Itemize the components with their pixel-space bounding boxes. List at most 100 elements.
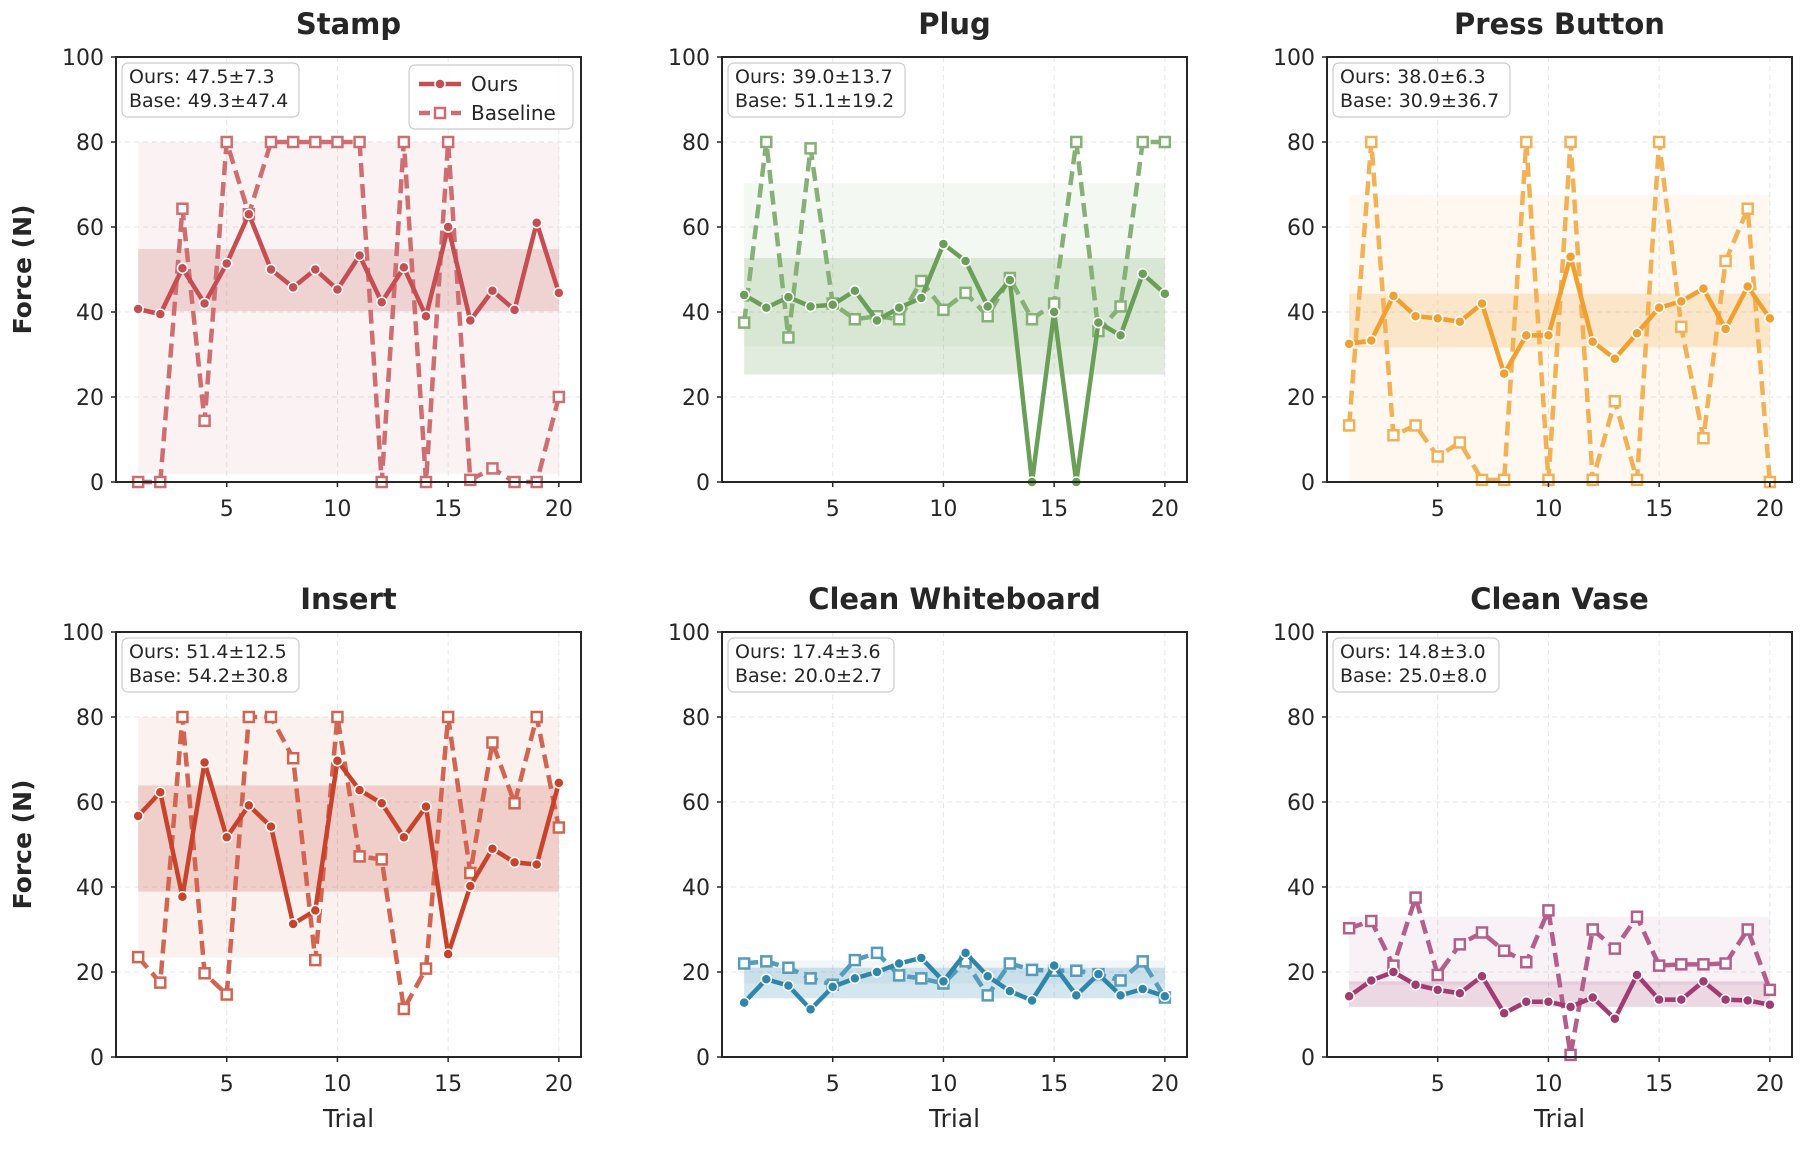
baseline-point bbox=[552, 821, 566, 834]
ours-point bbox=[1586, 336, 1599, 348]
baseline-point bbox=[1697, 958, 1710, 971]
baseline-point bbox=[1342, 419, 1356, 432]
ours-point bbox=[553, 287, 565, 299]
panel-title: Stamp bbox=[296, 7, 401, 41]
ours-point bbox=[220, 831, 233, 844]
stats-text: Base: 54.2±30.8 bbox=[129, 665, 288, 687]
ours-point bbox=[1431, 312, 1444, 325]
ours-point bbox=[1609, 353, 1621, 365]
y-tick-label: 60 bbox=[1287, 216, 1315, 241]
stats-text: Ours: 17.4±3.6 bbox=[735, 641, 881, 663]
ours-point bbox=[198, 297, 211, 310]
ours-point bbox=[243, 208, 255, 220]
baseline-point bbox=[1453, 938, 1467, 951]
ours-point bbox=[464, 880, 477, 892]
ours-point bbox=[309, 904, 322, 917]
baseline-point bbox=[760, 135, 773, 149]
baseline-point bbox=[937, 303, 950, 317]
ours-point bbox=[265, 263, 277, 276]
ours-point bbox=[937, 238, 950, 250]
baseline-point bbox=[1741, 923, 1754, 936]
ours-point bbox=[871, 966, 883, 978]
baseline-series-line bbox=[1346, 139, 1773, 483]
baseline-point bbox=[486, 462, 499, 475]
y-tick-label: 0 bbox=[90, 1046, 104, 1071]
ours-std-band bbox=[138, 785, 559, 892]
y-tick-label: 0 bbox=[696, 471, 710, 496]
baseline-point bbox=[220, 988, 233, 1001]
stats-text: Base: 20.0±2.7 bbox=[735, 665, 882, 687]
legend-label: Ours bbox=[471, 72, 518, 96]
baseline-point bbox=[552, 390, 566, 404]
ours-point bbox=[287, 281, 299, 294]
y-tick-label: 20 bbox=[1287, 386, 1315, 411]
y-tick-label: 40 bbox=[1287, 301, 1315, 326]
baseline-point bbox=[1114, 300, 1127, 313]
baseline-point bbox=[1342, 921, 1356, 935]
baseline-point bbox=[1003, 957, 1017, 970]
panel-title: Clean Vase bbox=[1470, 582, 1649, 616]
ours-point bbox=[486, 843, 499, 855]
y-tick-label: 0 bbox=[696, 1046, 710, 1071]
baseline-point bbox=[1475, 926, 1489, 939]
baseline-point bbox=[1025, 312, 1039, 326]
ours-point bbox=[265, 820, 277, 833]
x-tick-label: 5 bbox=[1431, 497, 1445, 522]
baseline-point bbox=[870, 946, 884, 960]
ours-point bbox=[154, 786, 167, 798]
ours-point bbox=[508, 856, 521, 869]
ours-point bbox=[738, 996, 750, 1009]
ours-point bbox=[1564, 1001, 1577, 1013]
ours-point bbox=[1092, 316, 1105, 329]
ours-std-band bbox=[744, 258, 1165, 375]
ours-point bbox=[937, 975, 950, 988]
baseline-point bbox=[1497, 944, 1511, 957]
x-tick-label: 20 bbox=[1151, 1072, 1179, 1097]
axes-frame bbox=[1326, 56, 1793, 483]
ours-point bbox=[1719, 323, 1732, 335]
stats-text: Base: 51.1±19.2 bbox=[735, 90, 894, 112]
baseline-point bbox=[286, 751, 300, 765]
ours-point bbox=[553, 777, 565, 789]
ours-point bbox=[1498, 367, 1510, 380]
ours-point bbox=[1159, 287, 1171, 300]
ours-point bbox=[1004, 274, 1016, 286]
baseline-point bbox=[1453, 436, 1467, 449]
y-tick-label: 0 bbox=[1301, 1046, 1315, 1071]
ours-point bbox=[1586, 991, 1599, 1004]
baseline-point bbox=[264, 710, 278, 724]
ours-point bbox=[1343, 338, 1355, 350]
baseline-point bbox=[981, 310, 994, 323]
baseline-point bbox=[1586, 923, 1599, 936]
ours-point bbox=[893, 957, 905, 970]
ours-point bbox=[1114, 329, 1127, 342]
ours-point bbox=[1653, 993, 1665, 1006]
axes-frame bbox=[721, 631, 1188, 1058]
baseline-point bbox=[892, 312, 906, 326]
baseline-point bbox=[264, 135, 278, 149]
ours-point bbox=[1136, 268, 1149, 280]
baseline-point bbox=[737, 957, 751, 970]
panel-insert: Insert 0 20 40 60 80 100 5 10 15 20 Trial Force (N) O… bbox=[8, 582, 582, 1133]
ours-point bbox=[804, 300, 817, 313]
y-tick-label: 40 bbox=[76, 876, 104, 901]
ours-point bbox=[893, 302, 905, 314]
baseline-point bbox=[419, 962, 433, 975]
x-tick-label: 5 bbox=[826, 1072, 840, 1097]
baseline-point bbox=[1070, 964, 1083, 977]
panel-clean-vase: Clean Vase 0 20 40 60 80 100 5 10 15 20 Trial Ours: … bbox=[1273, 582, 1793, 1133]
y-tick-label: 20 bbox=[682, 961, 710, 986]
ours-point bbox=[826, 299, 839, 311]
ours-point bbox=[1542, 996, 1555, 1008]
baseline-point bbox=[1697, 431, 1710, 445]
baseline-point bbox=[1520, 955, 1533, 969]
x-tick-label: 15 bbox=[1040, 1072, 1068, 1097]
x-tick-label: 15 bbox=[434, 497, 462, 522]
ours-point bbox=[1048, 306, 1060, 318]
ours-point bbox=[1631, 969, 1643, 981]
baseline-point bbox=[1365, 914, 1378, 928]
